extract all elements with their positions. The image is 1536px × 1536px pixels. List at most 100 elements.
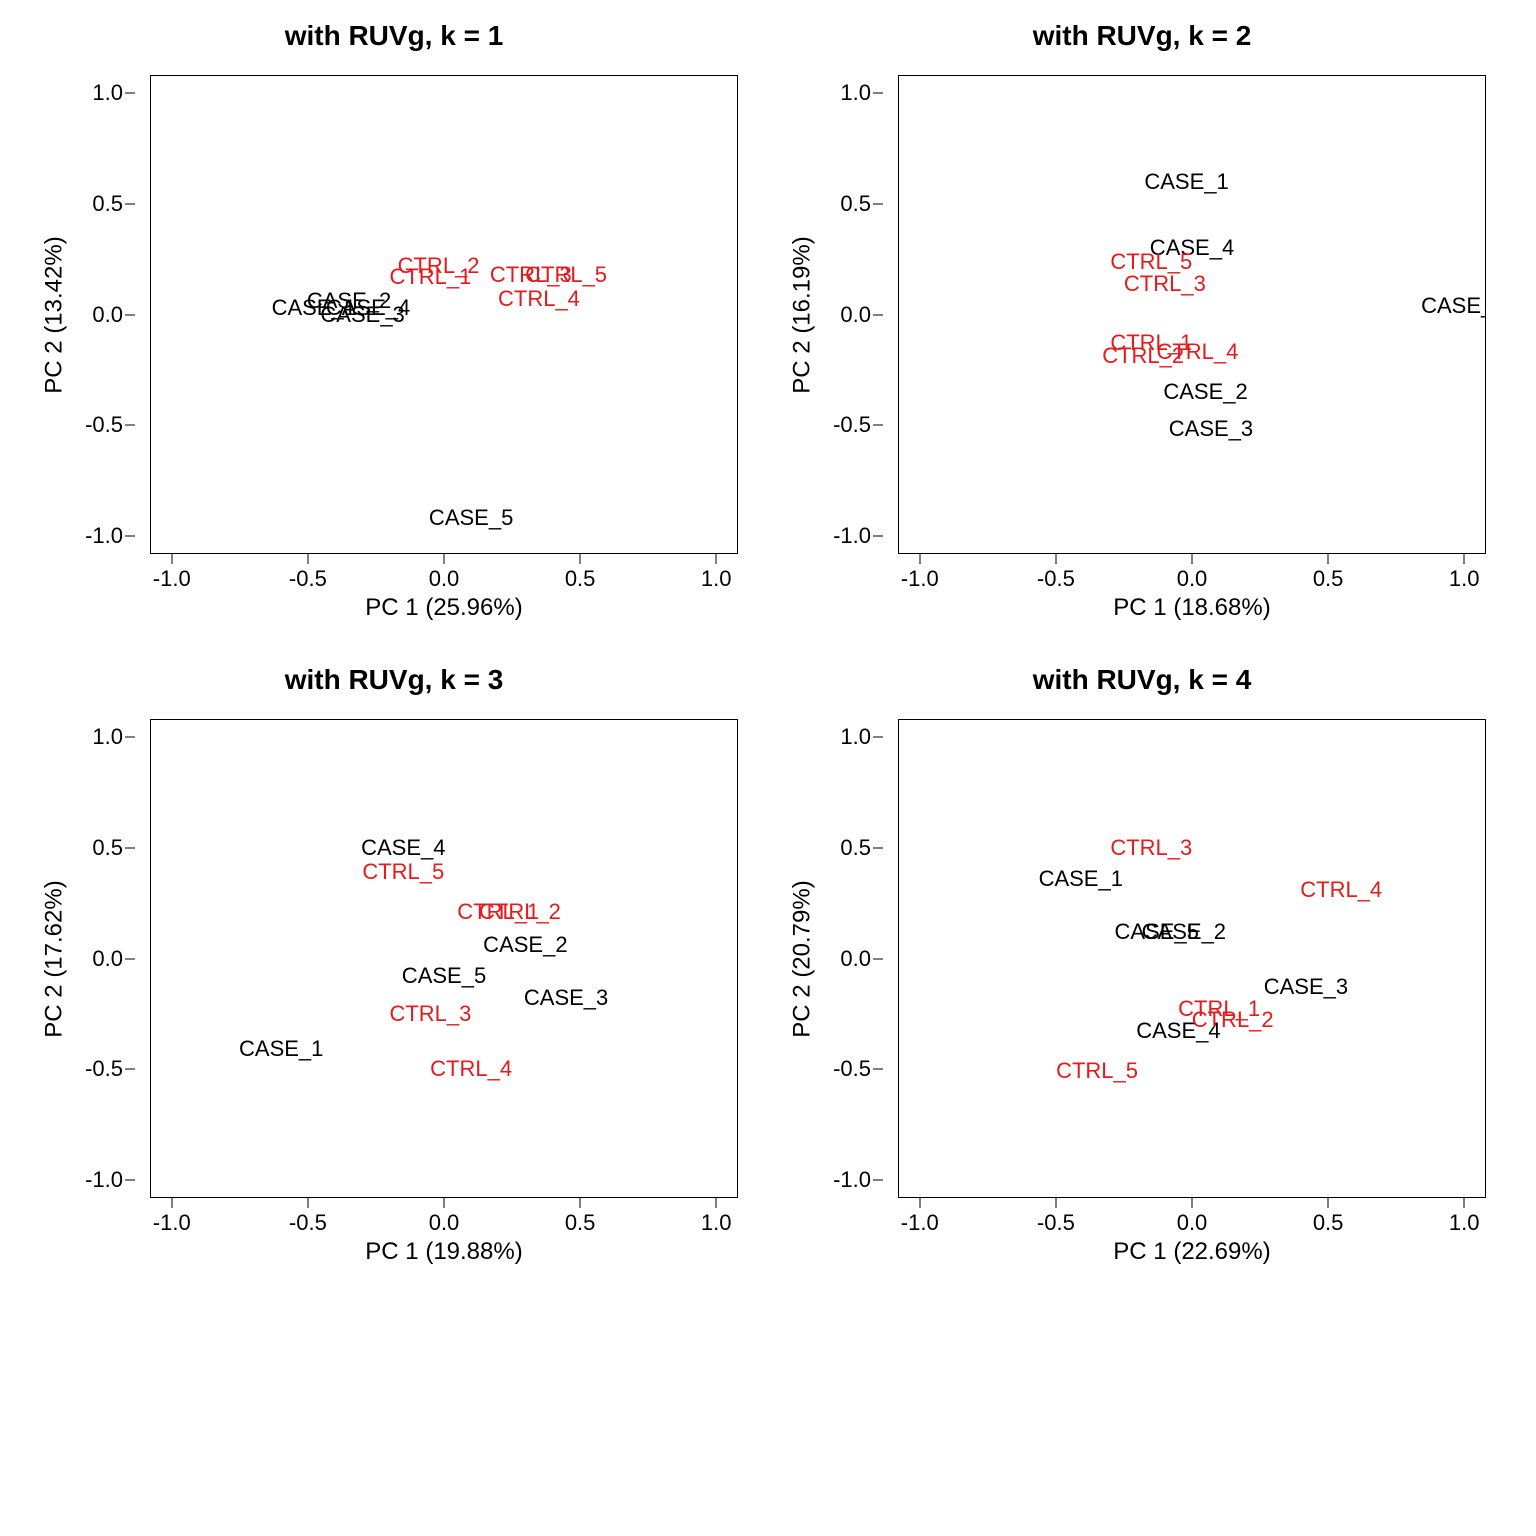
panel-grid: with RUVg, k = 1 PC 2 (13.42%) -1.0 -0.5 0… [0, 0, 1536, 1288]
y-tick-mark [125, 1069, 135, 1070]
y-tick-mark [873, 736, 883, 737]
x-tick-label: 1.0 [1449, 566, 1480, 592]
x-tick-mark [444, 1198, 445, 1208]
x-tick-label: 0.5 [565, 566, 596, 592]
y-tick-label: -1.0 [833, 523, 871, 549]
x-tick-mark [1055, 1198, 1056, 1208]
y-tick-label: -1.0 [85, 523, 123, 549]
y-tick-mark [873, 847, 883, 848]
point-label: CASE_5 [1115, 921, 1199, 943]
y-tick-mark [873, 92, 883, 93]
point-label: CTRL_4 [430, 1058, 512, 1080]
point-label: CTRL_4 [498, 288, 580, 310]
point-label: CASE_3 [524, 987, 608, 1009]
y-tick-label: 1.0 [840, 724, 871, 750]
point-label: CASE_1 [1144, 171, 1228, 193]
y-tick-mark [873, 425, 883, 426]
y-axis-label: PC 2 (13.42%) [40, 75, 70, 554]
x-tick-mark [580, 1198, 581, 1208]
x-tick-mark [1464, 554, 1465, 564]
x-tick-label: -0.5 [1037, 566, 1075, 592]
panel-k2: with RUVg, k = 2 PC 2 (16.19%) -1.0 -0.5 0… [788, 20, 1496, 624]
x-ticks: -1.0-0.50.00.51.0 [150, 1198, 738, 1238]
point-label: CASE_2 [483, 934, 567, 956]
x-tick-mark [171, 554, 172, 564]
point-label: CTRL_3 [389, 1003, 471, 1025]
y-tick-mark [125, 1180, 135, 1181]
y-tick-mark [125, 92, 135, 93]
point-label: CASE_4 [361, 837, 445, 859]
y-tick-label: 0.0 [840, 946, 871, 972]
x-tick-mark [716, 554, 717, 564]
x-tick-label: 0.5 [1313, 566, 1344, 592]
x-tick-label: 1.0 [701, 1210, 732, 1236]
point-label: CTRL_2 [1192, 1009, 1274, 1031]
x-tick-label: -0.5 [289, 1210, 327, 1236]
x-tick-label: 0.0 [1177, 1210, 1208, 1236]
panel-k1: with RUVg, k = 1 PC 2 (13.42%) -1.0 -0.5 0… [40, 20, 748, 624]
x-tick-mark [1055, 554, 1056, 564]
y-tick-label: -1.0 [85, 1167, 123, 1193]
plot-outer: PC 2 (20.79%) -1.0-0.50.00.51.0 CASE_1CA… [788, 719, 1496, 1268]
y-ticks: -1.0-0.50.00.51.0 [818, 75, 883, 554]
y-axis-label: PC 2 (17.62%) [40, 719, 70, 1198]
y-tick-label: 0.5 [92, 835, 123, 861]
x-tick-label: 0.5 [1313, 1210, 1344, 1236]
y-tick-mark [873, 536, 883, 537]
y-tick-label: 0.5 [840, 191, 871, 217]
x-tick-label: -0.5 [1037, 1210, 1075, 1236]
point-label: CTRL_4 [1300, 879, 1382, 901]
point-label: CASE_4 [326, 297, 410, 319]
point-label: CTRL_5 [1110, 251, 1192, 273]
y-tick-mark [873, 203, 883, 204]
x-tick-label: 0.0 [429, 1210, 460, 1236]
y-ticks: -1.0-0.50.00.51.0 [818, 719, 883, 1198]
point-label: CASE_2 [1163, 381, 1247, 403]
x-tick-mark [716, 1198, 717, 1208]
y-tick-mark [125, 314, 135, 315]
x-axis-label: PC 1 (18.68%) [898, 594, 1486, 624]
x-tick-mark [919, 554, 920, 564]
x-tick-mark [580, 554, 581, 564]
x-ticks: -1.0-0.50.00.51.0 [898, 554, 1486, 594]
point-label: CTRL_5 [362, 861, 444, 883]
y-axis-label: PC 2 (20.79%) [788, 719, 818, 1198]
point-label: CASE_5 [429, 507, 513, 529]
point-label: CASE_5 [1421, 295, 1486, 317]
y-axis-label: PC 2 (16.19%) [788, 75, 818, 554]
panel-title: with RUVg, k = 2 [788, 20, 1496, 52]
x-tick-label: -1.0 [901, 566, 939, 592]
point-label: CTRL_4 [1156, 341, 1238, 363]
y-ticks: -1.0 -0.5 0.0 0.5 1.0 [70, 719, 135, 1198]
x-tick-mark [307, 1198, 308, 1208]
x-tick-mark [1464, 1198, 1465, 1208]
y-tick-label: 1.0 [840, 80, 871, 106]
plot-outer: PC 2 (13.42%) -1.0-0.50.00.51.0 CASE_1CA… [40, 75, 748, 624]
panel-title: with RUVg, k = 1 [40, 20, 748, 52]
y-tick-mark [125, 425, 135, 426]
x-tick-label: 1.0 [1449, 1210, 1480, 1236]
y-tick-mark [125, 536, 135, 537]
x-axis-label: PC 1 (22.69%) [898, 1238, 1486, 1268]
y-tick-label: -0.5 [85, 412, 123, 438]
plot-area: CASE_1CASE_2CASE_3CASE_4CASE_5CTRL_1CTRL… [898, 75, 1486, 554]
y-tick-mark [873, 1180, 883, 1181]
x-axis-label: PC 1 (25.96%) [150, 594, 738, 624]
plot-outer: PC 2 (16.19%) -1.0 -0.5 0.0 0.5 1.0 CASE_1 CA… [788, 75, 1496, 624]
plot-area: CASE_1CASE_2CASE_3CASE_4CASE_5CTRL_1CTRL… [150, 75, 738, 554]
y-tick-label: -0.5 [85, 1056, 123, 1082]
y-tick-label: 1.0 [92, 724, 123, 750]
point-label: CASE_1 [239, 1038, 323, 1060]
y-tick-label: 0.5 [840, 835, 871, 861]
y-tick-label: 0.0 [840, 302, 871, 328]
point-label: CTRL_5 [525, 264, 607, 286]
panel-title: with RUVg, k = 3 [40, 664, 748, 696]
panel-k3: with RUVg, k = 3 PC 2 (17.62%) -1.0 -0.5 0… [40, 664, 748, 1268]
y-tick-mark [125, 958, 135, 959]
y-ticks: -1.0-0.50.00.51.0 [70, 75, 135, 554]
y-tick-mark [125, 203, 135, 204]
x-tick-label: 0.5 [565, 1210, 596, 1236]
y-tick-label: 0.0 [92, 946, 123, 972]
y-tick-mark [873, 314, 883, 315]
x-tick-mark [1192, 1198, 1193, 1208]
